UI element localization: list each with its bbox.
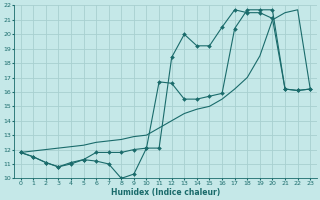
X-axis label: Humidex (Indice chaleur): Humidex (Indice chaleur) — [111, 188, 220, 197]
